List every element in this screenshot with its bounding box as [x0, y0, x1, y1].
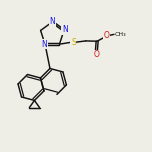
Text: N: N	[62, 25, 68, 34]
Text: N: N	[49, 17, 55, 26]
Text: S: S	[71, 38, 76, 47]
Text: O: O	[93, 50, 99, 59]
Text: O: O	[104, 31, 109, 40]
Text: CH₃: CH₃	[115, 32, 126, 37]
Text: N: N	[41, 40, 47, 49]
